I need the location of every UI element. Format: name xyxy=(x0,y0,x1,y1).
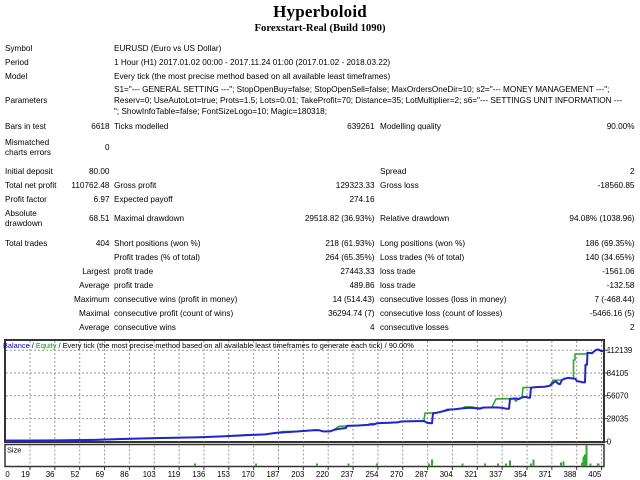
svg-text:405: 405 xyxy=(588,470,602,479)
svg-text:0: 0 xyxy=(607,438,612,447)
svg-text:203: 203 xyxy=(291,470,304,479)
svg-text:0: 0 xyxy=(5,470,10,479)
svg-text:86: 86 xyxy=(120,470,129,479)
svg-text:119: 119 xyxy=(168,470,180,479)
svg-text:304: 304 xyxy=(440,470,454,479)
svg-text:103: 103 xyxy=(143,470,156,479)
svg-text:28035: 28035 xyxy=(607,414,629,423)
svg-text:84105: 84105 xyxy=(607,369,629,378)
svg-text:153: 153 xyxy=(217,470,230,479)
svg-text:337: 337 xyxy=(489,470,502,479)
svg-text:19: 19 xyxy=(21,470,30,479)
svg-text:Balance / Equity / Every tick: Balance / Equity / Every tick (the most … xyxy=(3,341,414,350)
svg-text:220: 220 xyxy=(316,470,330,479)
svg-text:170: 170 xyxy=(242,470,256,479)
svg-text:Size: Size xyxy=(7,446,21,455)
svg-text:136: 136 xyxy=(192,470,205,479)
svg-text:56070: 56070 xyxy=(607,392,629,401)
svg-text:287: 287 xyxy=(415,470,428,479)
svg-text:187: 187 xyxy=(266,470,279,479)
svg-text:321: 321 xyxy=(464,470,477,479)
svg-text:270: 270 xyxy=(390,470,404,479)
svg-text:388: 388 xyxy=(563,470,576,479)
svg-text:254: 254 xyxy=(365,470,379,479)
svg-text:354: 354 xyxy=(514,470,528,479)
svg-text:371: 371 xyxy=(539,470,552,479)
svg-text:69: 69 xyxy=(95,470,104,479)
svg-text:112139: 112139 xyxy=(607,346,632,355)
svg-text:52: 52 xyxy=(71,470,80,479)
svg-text:36: 36 xyxy=(46,470,55,479)
svg-text:237: 237 xyxy=(341,470,354,479)
